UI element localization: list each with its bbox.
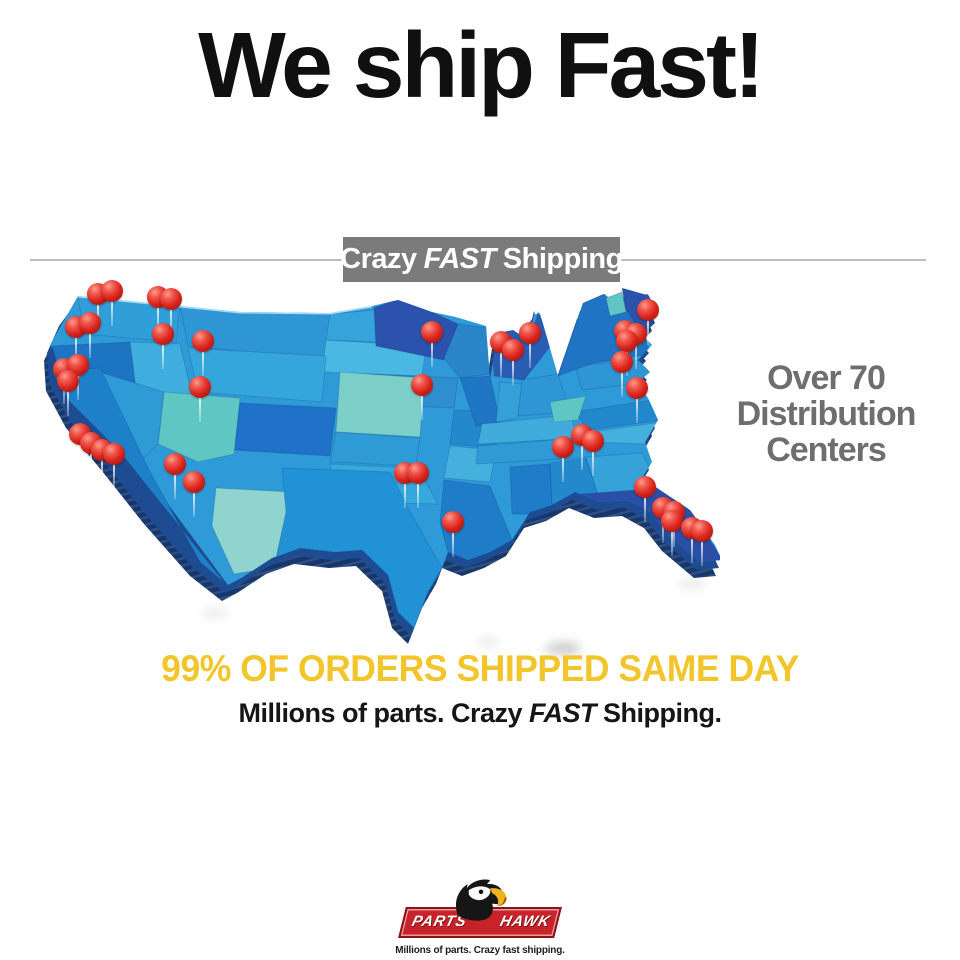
pin-layer <box>30 272 720 652</box>
caption-line-1: Over 70 <box>767 359 886 397</box>
banner-text-1: Crazy <box>340 243 417 275</box>
banner-text-fast: FAST <box>423 243 497 275</box>
pin-stick <box>636 395 638 423</box>
pin-stick <box>79 441 81 469</box>
banner-text-2: Shipping <box>502 243 624 275</box>
pin-head <box>152 323 174 345</box>
pin-head <box>691 520 713 542</box>
pin-stick <box>647 317 649 345</box>
pin-stick <box>421 392 423 420</box>
pin-stick <box>75 334 77 362</box>
pin-stick <box>635 341 637 369</box>
pin-head <box>637 299 659 321</box>
pin-head <box>502 339 524 361</box>
pin-stick <box>89 330 91 358</box>
pin-head <box>407 462 429 484</box>
pin-head <box>189 376 211 398</box>
pin-head <box>626 377 648 399</box>
pin-head <box>164 453 186 475</box>
caption-line-2: Distribution <box>736 395 917 434</box>
pin-stick <box>417 480 419 508</box>
pin-stick <box>157 304 159 332</box>
pin-head <box>183 471 205 493</box>
page-title: We ship Fast! <box>198 13 765 117</box>
pin-stick <box>500 349 502 377</box>
pin-stick <box>621 369 623 397</box>
pin-stick <box>174 471 176 499</box>
pin-stick <box>691 535 693 563</box>
pin-stick <box>592 448 594 476</box>
pin-stick <box>452 529 454 557</box>
pin-head <box>411 374 433 396</box>
map-shadow <box>478 638 498 647</box>
pin-head <box>103 443 125 465</box>
subheadline-text-1: Millions of parts. Crazy <box>238 698 530 728</box>
logo-tagline: Millions of parts. Crazy fast shipping. <box>395 945 565 956</box>
pin-head <box>616 330 638 352</box>
subheadline-text-fast: FAST <box>529 698 597 728</box>
pin-head <box>582 430 604 452</box>
pin-stick <box>67 388 69 416</box>
pin-stick <box>111 298 113 326</box>
pin-stick <box>701 538 703 566</box>
distribution-caption: Over 70 Distribution Centers <box>712 360 940 468</box>
pin-head <box>421 321 443 343</box>
pin-head <box>552 436 574 458</box>
pin-head <box>160 288 182 310</box>
pin-stick <box>644 494 646 522</box>
map-shadow <box>678 578 706 589</box>
subheadline: Millions of parts. Crazy FAST Shipping. <box>0 698 960 729</box>
pin-stick <box>671 528 673 556</box>
pin-stick <box>562 454 564 482</box>
pin-stick <box>170 306 172 334</box>
hawk-head-icon <box>455 879 507 921</box>
pin-stick <box>202 348 204 376</box>
pin-head <box>101 280 123 302</box>
usa-distribution-map <box>30 272 720 652</box>
pin-stick <box>431 339 433 367</box>
pin-head <box>519 322 541 344</box>
pin-stick <box>662 515 664 543</box>
pin-stick <box>101 457 103 485</box>
shipping-banner: Crazy FAST Shipping <box>340 237 624 282</box>
map-shadow <box>202 608 228 618</box>
pin-stick <box>90 450 92 478</box>
partshawk-logo: PARTS HAWK Millions of parts. Crazy fast… <box>393 879 567 956</box>
subheadline-text-2: Shipping. <box>596 698 722 728</box>
pin-stick <box>162 341 164 369</box>
pin-stick <box>529 340 531 368</box>
pin-head <box>611 351 633 373</box>
pin-stick <box>512 357 514 385</box>
pin-stick <box>77 372 79 400</box>
pin-stick <box>199 394 201 422</box>
pin-head <box>442 511 464 533</box>
pin-stick <box>113 461 115 489</box>
pin-head <box>634 476 656 498</box>
pin-stick <box>581 442 583 470</box>
pin-head <box>79 312 101 334</box>
pin-stick <box>193 489 195 517</box>
pin-head <box>661 510 683 532</box>
same-day-headline: 99% OF ORDERS SHIPPED SAME DAY <box>161 648 799 689</box>
map-shadow <box>545 642 581 655</box>
caption-line-3: Centers <box>766 431 887 470</box>
usa-map-graphic <box>44 288 720 644</box>
pin-head <box>192 330 214 352</box>
pin-stick <box>404 480 406 508</box>
pin-stick <box>673 519 675 547</box>
pin-head <box>57 370 79 392</box>
